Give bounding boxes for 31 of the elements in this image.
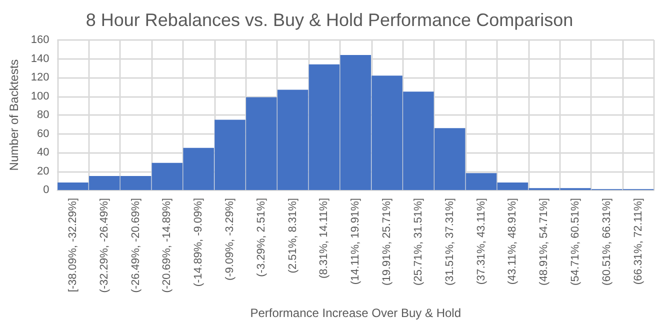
x-tick-label: (-3.29%, 2.51%] [255,198,268,277]
x-tick-label: (-20.69%, -14.89%] [161,198,174,293]
y-tick-label: 120 [30,72,50,84]
x-axis-title: Performance Increase Over Buy & Hold [250,306,462,320]
x-tick-label: (66.31%, 72.11%] [632,198,644,285]
y-tick-label: 80 [37,109,50,121]
x-tick-label: (2.51%, 8.31%] [286,198,299,274]
x-tick-label: (-14.89%, -9.09%] [192,198,205,287]
x-tick-label: (14.11%, 19.91%] [350,198,362,285]
y-tick-label: 100 [30,90,50,102]
x-tick-label: (60.51%, 66.31%] [600,198,613,286]
chart-title: 8 Hour Rebalances vs. Buy & Hold Performance Comparison [86,10,574,30]
y-tick-label: 40 [37,146,50,158]
y-tick-label: 140 [30,52,50,65]
y-tick-label: 0 [43,184,50,196]
x-tick-label: (-32.29%, -26.49%] [98,198,110,293]
x-tick-label: (48.91%, 54.71%] [538,198,550,286]
x-tick-label: (37.31%, 43.11%] [475,198,488,285]
x-tick-label: (-9.09%, -3.29%] [224,198,236,281]
x-tick-label: (8.31%, 14.11%] [318,198,330,279]
x-tick-label: (43.11%, 48.91%] [506,198,519,285]
x-tick-label: (25.71%, 31.51%] [412,198,424,286]
x-tick-label: (31.51%, 37.31%] [444,198,456,286]
x-tick-label: (19.91%, 25.71%] [381,198,394,286]
y-tick-label: 160 [30,34,50,46]
y-tick-label: 20 [37,165,50,178]
y-axis-title: Number of Backtests [7,59,21,171]
x-tick-label: (-26.49%, -20.69%] [130,198,142,293]
y-tick-label: 60 [37,128,50,140]
x-tick-label: (54.71%, 60.51%] [569,198,582,286]
x-tick-label: [-38.09%, -32.29%] [66,198,79,292]
